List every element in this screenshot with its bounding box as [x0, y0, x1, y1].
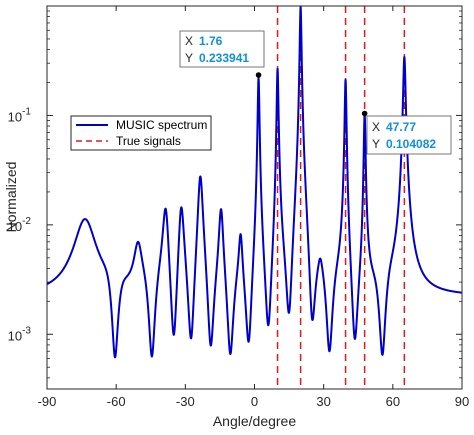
x-tick-label: 60: [386, 394, 400, 409]
series-layer: [46, 5, 463, 389]
datatip-y-value: 0.233941: [199, 51, 249, 65]
music-spectrum-line: [46, 5, 463, 359]
legend: MUSIC spectrum True signals: [70, 115, 212, 151]
datatip-x-key: X: [185, 34, 193, 48]
datatip-y-value: 0.104082: [386, 137, 436, 151]
y-tick-label: 10-1: [8, 106, 32, 124]
x-tick-label: 30: [316, 394, 330, 409]
datatip-box: [366, 115, 452, 155]
x-axis-label: Angle/degree: [213, 413, 297, 429]
x-tick-label: 0: [251, 394, 258, 409]
datatip-marker: [361, 110, 368, 117]
x-tick-label: 90: [455, 394, 469, 409]
plot-background: [47, 6, 462, 389]
datatip-marker: [255, 72, 262, 78]
x-tick-label: -30: [176, 394, 195, 409]
datatip-y-key: Y: [185, 51, 193, 65]
legend-label-music-spectrum: MUSIC spectrum: [116, 118, 207, 132]
datatip-peak-2[interactable]: X 47.77 Y 0.104082: [366, 115, 452, 155]
x-tick-label: -60: [107, 394, 126, 409]
y-axis-label: Normalized: [3, 162, 19, 233]
datatip-x-value: 47.77: [386, 120, 416, 134]
datatip-x-key: X: [372, 120, 380, 134]
y-tick-label: 10-3: [8, 325, 32, 343]
datatip-x-value: 1.76: [199, 34, 223, 48]
datatip-box: [179, 30, 265, 68]
legend-box: [70, 115, 212, 151]
legend-label-true-signals: True signals: [116, 134, 181, 148]
markers-layer: [255, 72, 368, 117]
x-tick-label: -90: [38, 394, 57, 409]
datatip-y-key: Y: [372, 137, 380, 151]
datatip-peak-1[interactable]: X 1.76 Y 0.233941: [179, 30, 265, 68]
